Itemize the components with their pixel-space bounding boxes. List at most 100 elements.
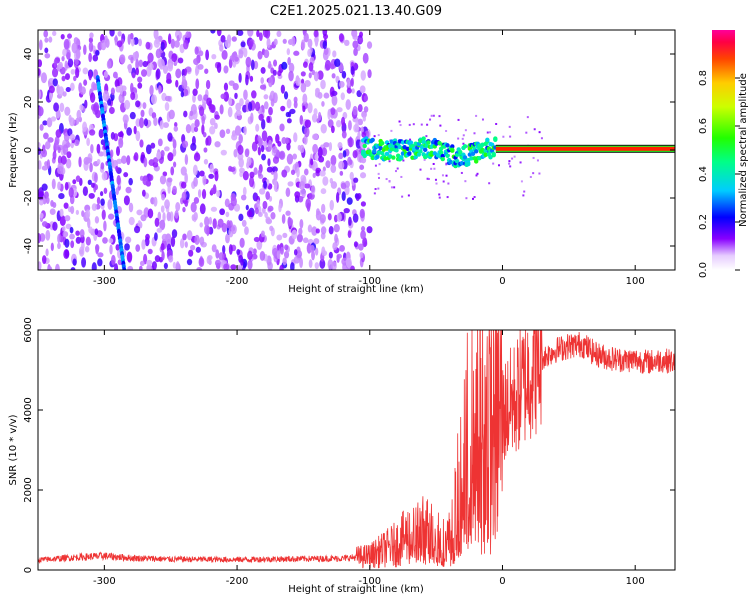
heatmap-cell <box>234 125 242 136</box>
heatmap-cell <box>358 243 364 251</box>
heatmap-cell <box>115 85 122 93</box>
heatmap-cell <box>438 196 441 199</box>
heatmap-cell <box>172 148 177 157</box>
heatmap-cell <box>357 104 363 113</box>
heatmap-cell <box>398 120 401 123</box>
heatmap-cell <box>162 122 170 129</box>
heatmap-cell <box>53 58 58 68</box>
heatmap-cell <box>362 52 369 64</box>
heatmap-cell <box>310 158 314 166</box>
heatmap-cell <box>522 194 525 197</box>
heatmap-cell <box>66 151 72 159</box>
heatmap-cell <box>265 216 271 224</box>
heatmap-cell <box>220 34 226 43</box>
heatmap-cell <box>100 162 105 170</box>
heatmap-cell <box>44 53 51 59</box>
heatmap-cell <box>334 233 338 244</box>
heatmap-cell <box>190 142 197 152</box>
heatmap-cell <box>39 199 44 206</box>
heatmap-cell <box>236 30 244 37</box>
heatmap-cell <box>377 187 380 190</box>
heatmap-cell <box>211 244 217 253</box>
heatmap-cell <box>52 30 57 37</box>
heatmap-cell <box>263 180 268 189</box>
heatmap-cell <box>126 127 132 136</box>
heatmap-cell <box>73 139 80 147</box>
heatmap-cell <box>492 162 495 165</box>
heatmap-cell <box>57 233 61 244</box>
heatmap-cell <box>223 65 229 74</box>
heatmap-cell <box>282 38 287 44</box>
signal-track-cell <box>405 146 410 152</box>
signal-track-cell <box>440 153 445 159</box>
heatmap-cell <box>336 107 343 113</box>
heatmap-cell <box>127 33 131 45</box>
heatmap-cell <box>313 71 319 82</box>
heatmap-cell <box>46 117 53 128</box>
snr-frame <box>37 329 676 571</box>
heatmap-cell <box>330 154 337 166</box>
heatmap-cell <box>45 248 49 257</box>
heatmap-cell <box>160 205 165 213</box>
signal-track-cell <box>445 153 450 158</box>
snr-y-tick-label: 2000 <box>23 477 34 502</box>
heatmap-cell <box>348 216 352 226</box>
signal-track-cell <box>474 149 479 154</box>
heatmap-cell <box>59 215 66 227</box>
heatmap-cell <box>72 179 77 185</box>
heatmap-cell <box>359 251 364 259</box>
heatmap-cell <box>299 257 303 269</box>
heatmap-cell <box>100 39 107 51</box>
heatmap-cell <box>475 114 478 117</box>
heatmap-cell <box>328 251 333 259</box>
heatmap-cell <box>145 144 152 155</box>
signal-track-cell <box>440 156 445 162</box>
heatmap-cell <box>41 183 48 191</box>
heatmap-cell <box>153 117 158 127</box>
heatmap-cell <box>61 75 66 82</box>
heatmap-cell <box>147 62 154 71</box>
heatmap-cell <box>358 37 364 44</box>
heatmap-cell <box>48 85 55 94</box>
heatmap-cell <box>300 71 306 77</box>
heatmap-cell <box>245 56 252 68</box>
signal-track-cell <box>488 155 493 160</box>
heatmap-cell <box>316 208 320 216</box>
heatmap-cell <box>321 203 326 214</box>
heatmap-cell <box>91 81 96 91</box>
heatmap-cell <box>65 158 72 169</box>
heatmap-cell <box>98 128 104 139</box>
heatmap-cell <box>409 138 412 141</box>
signal-track-cell <box>400 151 406 156</box>
heatmap-cell <box>58 192 65 200</box>
heatmap-cell <box>253 236 260 243</box>
heatmap-cell <box>257 169 262 177</box>
heatmap-cell <box>278 203 282 213</box>
heatmap-cell <box>137 76 143 83</box>
heatmap-cell <box>43 30 49 38</box>
heatmap-cell <box>248 101 253 112</box>
heatmap-cell <box>362 115 366 122</box>
heatmap-cell <box>138 59 144 68</box>
heatmap-cell <box>202 174 207 186</box>
spectrogram-x-tick-label: -100 <box>358 276 381 287</box>
heatmap-cell <box>62 144 69 156</box>
heatmap-cell <box>193 197 200 204</box>
heatmap-cell <box>161 250 165 261</box>
signal-track-cell <box>380 141 385 146</box>
heatmap-cell <box>285 187 291 198</box>
heatmap-cell <box>331 90 338 96</box>
heatmap-cell <box>48 36 53 43</box>
heatmap-cell <box>109 30 115 37</box>
heatmap-cell <box>334 58 341 68</box>
heatmap-cell <box>147 52 154 63</box>
heatmap-cell <box>230 196 237 207</box>
heatmap-cell <box>210 187 217 194</box>
heatmap-cell <box>319 170 326 177</box>
heatmap-cell <box>119 54 126 65</box>
heatmap-cell <box>220 93 226 100</box>
heatmap-cell <box>136 209 143 216</box>
heatmap-cell <box>396 167 399 170</box>
heatmap-cell <box>311 113 318 123</box>
colorbar-label: Normalized spectral amplitude <box>738 73 749 227</box>
